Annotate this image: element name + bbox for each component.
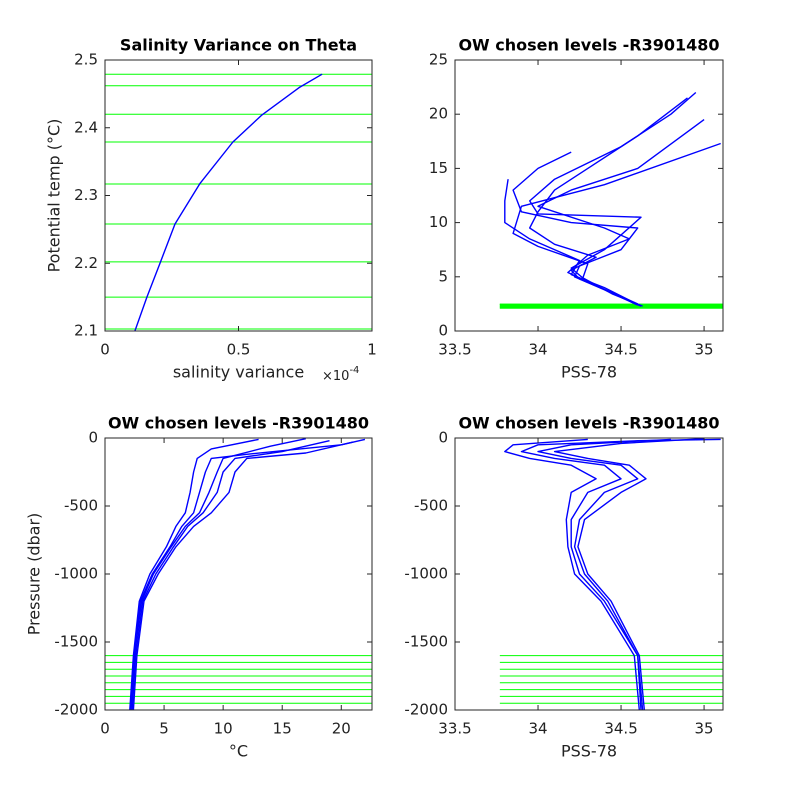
axes-frame — [454, 59, 724, 332]
chart-title: Salinity Variance on Theta — [120, 36, 357, 55]
profile-line — [520, 438, 721, 710]
y-tick-label: -1000 — [404, 565, 448, 583]
x-tick-label: 0 — [100, 720, 110, 738]
chart-title: OW chosen levels -R3901480 — [458, 36, 719, 55]
y-axis-label: Pressure (dbar) — [25, 513, 44, 636]
y-tick-label: 2.1 — [74, 322, 98, 340]
y-tick-label: -1500 — [404, 633, 448, 651]
profile-line — [130, 438, 366, 710]
x-tick-label: 34 — [528, 720, 547, 738]
x-tick-label: 33.5 — [438, 341, 471, 359]
x-axis-label: PSS-78 — [561, 742, 617, 761]
y-tick-label: -1000 — [54, 565, 98, 583]
profile-line — [504, 438, 640, 710]
x-tick-label: 33.5 — [438, 720, 471, 738]
profile-line — [132, 441, 354, 710]
y-tick-label: -2000 — [54, 701, 98, 719]
profile-line — [131, 440, 330, 710]
profile-line — [504, 179, 642, 307]
y-tick-label: 0 — [88, 429, 98, 447]
profile-line — [129, 438, 259, 710]
profile-line — [537, 438, 671, 710]
profile-line — [512, 151, 639, 306]
y-tick-label: 2.4 — [74, 118, 98, 136]
x-tick-label: 15 — [273, 720, 292, 738]
multiplier-base: ×10 — [322, 369, 349, 384]
x-tick-label: 34.5 — [604, 720, 637, 738]
y-tick-label: 0 — [438, 322, 448, 340]
y-tick-label: 25 — [429, 51, 448, 69]
chart-title: OW chosen levels -R3901480 — [108, 414, 369, 433]
y-axis-label: Potential temp (°C) — [45, 119, 64, 273]
profile-line — [130, 438, 306, 710]
x-tick-label: 0 — [100, 341, 110, 359]
plot-area — [105, 438, 372, 710]
x-tick-label: 35 — [695, 720, 714, 738]
y-tick-label: -2000 — [404, 701, 448, 719]
plot-area — [499, 91, 723, 309]
y-tick-label: -1500 — [54, 633, 98, 651]
y-tick-label: 10 — [429, 213, 448, 231]
x-axis-label: salinity variance — [173, 363, 304, 382]
multiplier-exponent: -4 — [349, 365, 359, 376]
x-tick-label: 20 — [332, 720, 351, 738]
x-tick-label: 0.5 — [227, 341, 251, 359]
x-tick-label: 1 — [367, 341, 377, 359]
profile-line — [529, 91, 697, 305]
x-tick-label: 34.5 — [604, 341, 637, 359]
y-tick-label: -500 — [64, 497, 98, 515]
profile-line — [537, 119, 705, 306]
x-axis-label: °C — [229, 742, 248, 761]
x-axis-label: PSS-78 — [561, 363, 617, 382]
y-tick-label: 20 — [429, 105, 448, 123]
plot-area — [499, 438, 723, 710]
y-tick-label: -500 — [414, 497, 448, 515]
y-tick-label: 15 — [429, 159, 448, 177]
y-tick-label: 5 — [438, 267, 448, 285]
x-tick-label: 5 — [159, 720, 169, 738]
y-tick-label: 2.2 — [74, 254, 98, 272]
plot-area — [105, 73, 372, 331]
y-tick-label: 0 — [438, 429, 448, 447]
x-multiplier: ×10-4 — [322, 365, 359, 384]
x-tick-label: 35 — [695, 341, 714, 359]
x-tick-label: 10 — [214, 720, 233, 738]
chart-title: OW chosen levels -R3901480 — [458, 414, 719, 433]
profile-line — [134, 73, 323, 331]
x-tick-label: 34 — [528, 341, 547, 359]
y-tick-label: 2.3 — [74, 186, 98, 204]
y-tick-label: 2.5 — [74, 51, 98, 69]
profile-line — [553, 438, 705, 710]
